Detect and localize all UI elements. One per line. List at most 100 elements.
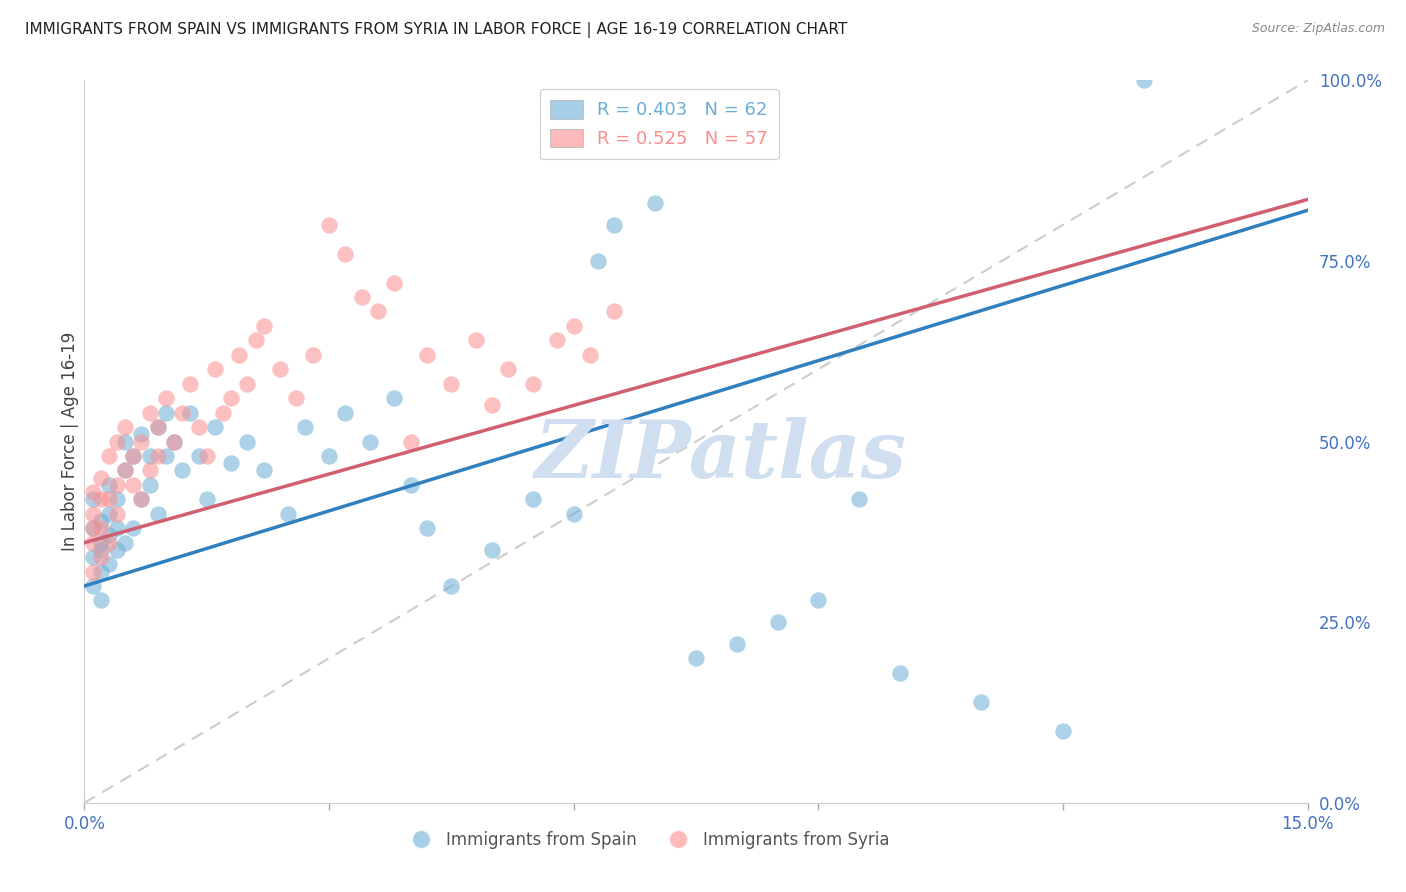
Text: ZIPatlas: ZIPatlas bbox=[534, 417, 907, 495]
Point bbox=[970, 695, 993, 709]
Point bbox=[277, 507, 299, 521]
Point bbox=[1052, 723, 1074, 738]
Point bbox=[382, 391, 405, 405]
Point bbox=[228, 348, 250, 362]
Point bbox=[105, 434, 128, 449]
Point bbox=[114, 535, 136, 549]
Point bbox=[562, 507, 585, 521]
Point bbox=[725, 637, 748, 651]
Point bbox=[146, 449, 169, 463]
Point bbox=[114, 463, 136, 477]
Point bbox=[318, 218, 340, 232]
Point bbox=[90, 542, 112, 557]
Point bbox=[155, 391, 177, 405]
Point bbox=[179, 376, 201, 391]
Point bbox=[97, 528, 120, 542]
Point bbox=[82, 521, 104, 535]
Point bbox=[187, 449, 209, 463]
Point bbox=[603, 218, 626, 232]
Point bbox=[212, 406, 235, 420]
Point bbox=[416, 348, 439, 362]
Point bbox=[82, 579, 104, 593]
Point bbox=[335, 406, 357, 420]
Point bbox=[97, 492, 120, 507]
Point bbox=[122, 478, 145, 492]
Point bbox=[766, 615, 789, 630]
Point bbox=[579, 348, 602, 362]
Point bbox=[90, 550, 112, 565]
Point bbox=[236, 376, 259, 391]
Point bbox=[644, 196, 666, 211]
Point bbox=[90, 470, 112, 484]
Point bbox=[546, 334, 568, 348]
Point bbox=[204, 362, 226, 376]
Point bbox=[155, 449, 177, 463]
Point bbox=[155, 406, 177, 420]
Point bbox=[253, 463, 276, 477]
Point bbox=[481, 398, 503, 412]
Point bbox=[236, 434, 259, 449]
Point bbox=[82, 485, 104, 500]
Point bbox=[97, 449, 120, 463]
Point bbox=[146, 507, 169, 521]
Point bbox=[522, 376, 544, 391]
Point bbox=[138, 463, 160, 477]
Point bbox=[481, 542, 503, 557]
Point bbox=[1133, 73, 1156, 87]
Point bbox=[562, 318, 585, 333]
Point bbox=[187, 420, 209, 434]
Point bbox=[172, 406, 194, 420]
Point bbox=[138, 406, 160, 420]
Point bbox=[522, 492, 544, 507]
Point bbox=[889, 665, 911, 680]
Point bbox=[138, 478, 160, 492]
Point bbox=[848, 492, 870, 507]
Point bbox=[335, 246, 357, 260]
Point bbox=[416, 521, 439, 535]
Point bbox=[105, 492, 128, 507]
Point bbox=[82, 507, 104, 521]
Point bbox=[105, 507, 128, 521]
Point bbox=[97, 535, 120, 549]
Point bbox=[122, 521, 145, 535]
Point bbox=[97, 478, 120, 492]
Point bbox=[105, 478, 128, 492]
Point bbox=[163, 434, 186, 449]
Point bbox=[82, 550, 104, 565]
Point bbox=[440, 376, 463, 391]
Point bbox=[82, 535, 104, 549]
Point bbox=[219, 391, 242, 405]
Point bbox=[399, 478, 422, 492]
Point bbox=[382, 276, 405, 290]
Point bbox=[685, 651, 707, 665]
Legend: Immigrants from Spain, Immigrants from Syria: Immigrants from Spain, Immigrants from S… bbox=[398, 824, 897, 856]
Point bbox=[90, 565, 112, 579]
Point bbox=[219, 456, 242, 470]
Point bbox=[131, 492, 153, 507]
Point bbox=[131, 427, 153, 442]
Point bbox=[90, 492, 112, 507]
Point bbox=[105, 521, 128, 535]
Point bbox=[498, 362, 520, 376]
Point bbox=[245, 334, 267, 348]
Point bbox=[114, 434, 136, 449]
Point bbox=[90, 593, 112, 607]
Point bbox=[146, 420, 169, 434]
Point bbox=[586, 253, 609, 268]
Point bbox=[294, 420, 316, 434]
Point bbox=[195, 449, 218, 463]
Point bbox=[359, 434, 381, 449]
Point bbox=[90, 521, 112, 535]
Point bbox=[285, 391, 308, 405]
Point bbox=[131, 434, 153, 449]
Point bbox=[301, 348, 323, 362]
Point bbox=[122, 449, 145, 463]
Point bbox=[97, 507, 120, 521]
Text: IMMIGRANTS FROM SPAIN VS IMMIGRANTS FROM SYRIA IN LABOR FORCE | AGE 16-19 CORREL: IMMIGRANTS FROM SPAIN VS IMMIGRANTS FROM… bbox=[25, 22, 848, 38]
Point bbox=[97, 558, 120, 572]
Point bbox=[105, 542, 128, 557]
Point bbox=[82, 492, 104, 507]
Point bbox=[90, 535, 112, 549]
Point bbox=[807, 593, 830, 607]
Point bbox=[318, 449, 340, 463]
